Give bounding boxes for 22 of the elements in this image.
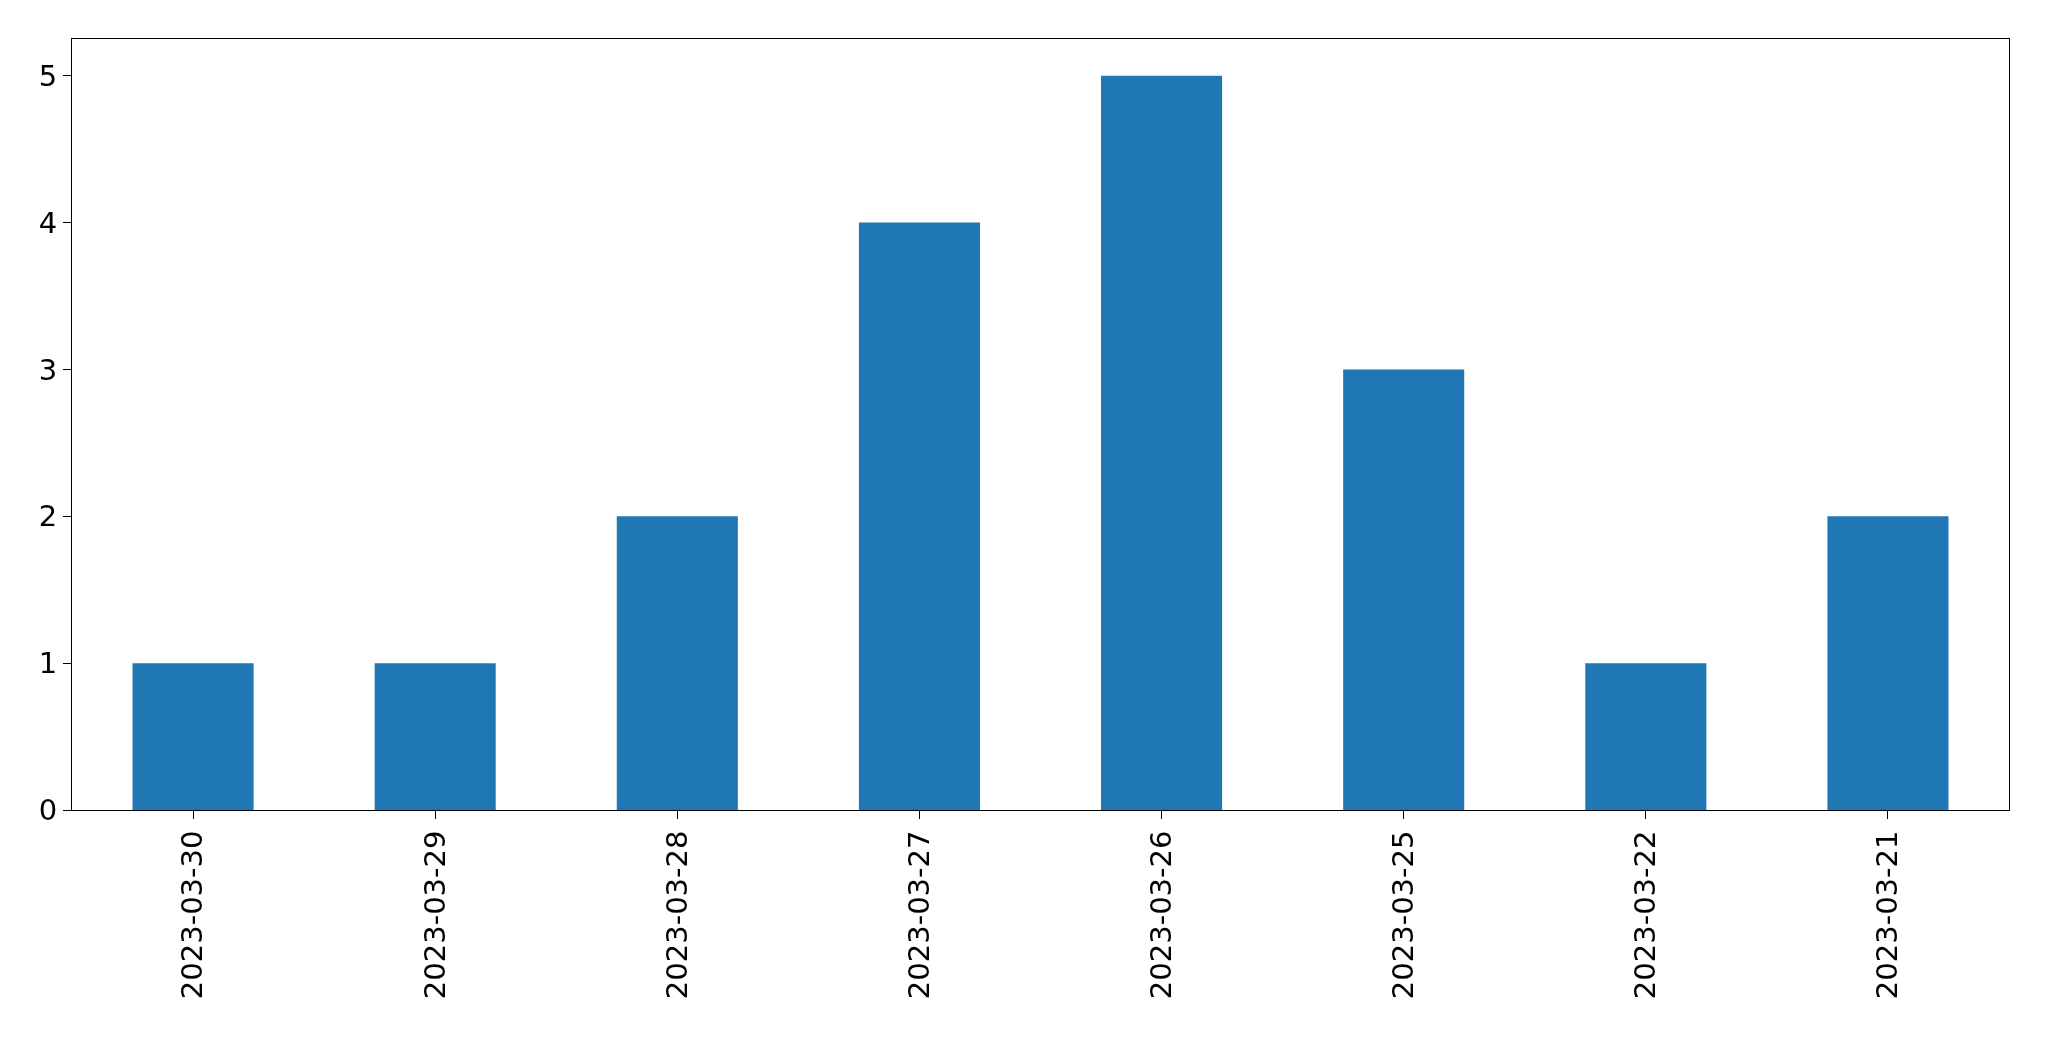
x-tick-label: 2023-03-30	[175, 830, 210, 1000]
y-tick-label: 4	[38, 205, 58, 240]
y-tick-label: 1	[38, 646, 58, 681]
bar	[374, 663, 496, 810]
bar	[1343, 369, 1465, 810]
y-tick-label: 5	[38, 58, 58, 93]
x-tick-label: 2023-03-25	[1386, 830, 1421, 1000]
y-tick-label: 0	[38, 793, 58, 828]
bar	[132, 663, 254, 810]
bar	[858, 222, 980, 810]
x-tick-label: 2023-03-21	[1870, 830, 1905, 1000]
x-tick-label: 2023-03-27	[901, 830, 936, 1000]
bar	[616, 516, 738, 810]
y-tick-label: 3	[38, 352, 58, 387]
bar	[1827, 516, 1949, 810]
bar	[1101, 75, 1223, 810]
x-tick-label: 2023-03-28	[659, 830, 694, 1000]
x-tick-label: 2023-03-26	[1143, 830, 1178, 1000]
bar	[1585, 663, 1707, 810]
y-tick-label: 2	[38, 499, 58, 534]
x-tick-label: 2023-03-29	[417, 830, 452, 1000]
x-tick-label: 2023-03-22	[1628, 830, 1663, 1000]
